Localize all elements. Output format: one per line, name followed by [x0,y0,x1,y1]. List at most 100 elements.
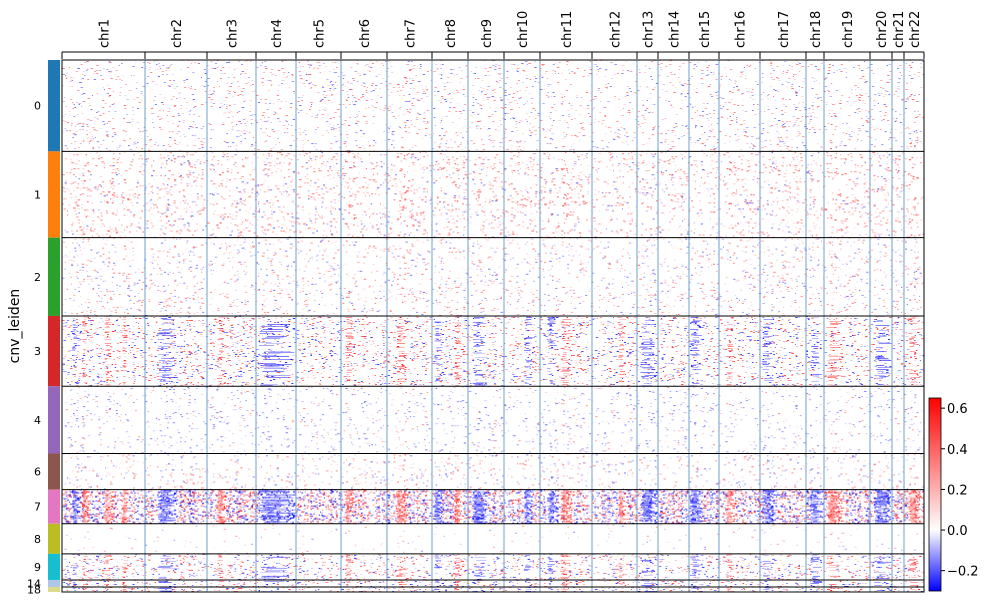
heatmap-cell [754,164,757,166]
heatmap-cell [642,105,645,106]
heatmap-cell [782,127,784,129]
heatmap-cell [888,124,891,125]
heatmap-cell [79,153,82,155]
heatmap-cell [813,196,815,198]
heatmap-cell [393,179,395,181]
heatmap-cell [796,176,798,178]
heatmap-cell [796,120,798,121]
heatmap-cell [419,64,422,65]
heatmap-cell [268,168,270,170]
heatmap-cell [679,176,681,178]
heatmap-cell [403,158,406,160]
heatmap-cell [868,183,871,185]
heatmap-cell [277,168,280,170]
heatmap-cell [274,161,276,163]
heatmap-cell [116,196,119,198]
heatmap-cell [451,122,454,123]
heatmap-cell [264,99,268,100]
heatmap-cell [582,201,585,203]
heatmap-cell [723,154,726,156]
heatmap-cell [731,171,734,173]
heatmap-cell [307,182,309,184]
heatmap-cell [337,109,340,110]
heatmap-cell [363,86,366,87]
heatmap-cell [644,122,646,123]
heatmap-cell [449,177,453,179]
heatmap-cell [601,192,604,194]
heatmap-cell [601,140,604,142]
heatmap-cell [437,160,439,162]
cluster-bar-14 [48,579,60,587]
heatmap-cell [584,155,588,157]
heatmap-cell [879,155,881,157]
heatmap-cell [282,162,286,164]
heatmap-cell [132,66,135,67]
heatmap-cell [570,146,572,148]
heatmap-cell [623,104,626,105]
heatmap-cell [477,78,480,79]
heatmap-cell [124,131,128,133]
heatmap-cell [439,201,441,203]
heatmap-cell [529,161,532,163]
heatmap-cell [253,169,256,171]
heatmap-cell [728,79,731,80]
heatmap-cell [544,203,547,205]
heatmap-cell [183,162,186,164]
heatmap-cell [652,167,655,169]
heatmap-cell [275,185,278,187]
heatmap-cell [315,163,317,165]
heatmap-cell [407,187,410,189]
heatmap-cell [404,155,406,157]
heatmap-cell [457,178,460,180]
heatmap-cell [670,105,673,106]
heatmap-cell [549,130,551,132]
heatmap-cell [374,181,377,183]
heatmap-cell [884,106,888,107]
heatmap-cell [109,180,111,182]
heatmap-cell [256,191,258,193]
heatmap-cell [200,77,202,78]
heatmap-cell [257,184,260,186]
heatmap-cell [286,128,289,130]
heatmap-cell [302,95,304,96]
heatmap-cell [313,197,315,199]
heatmap-cell [197,196,199,198]
heatmap-cell [576,95,578,96]
heatmap-cell [458,195,460,197]
heatmap-cell [707,74,710,75]
heatmap-cell [362,82,365,83]
heatmap-cell [162,183,165,185]
heatmap-cell [240,135,242,137]
heatmap-cell [111,178,114,180]
heatmap-cell [874,105,876,106]
heatmap-cell [685,184,688,186]
heatmap-cell [94,137,96,139]
heatmap-cell [333,117,335,118]
heatmap-cell [707,173,709,175]
heatmap-cell [840,143,842,145]
heatmap-cell [473,102,475,103]
heatmap-cell [274,165,276,167]
heatmap-cell [657,64,660,65]
heatmap-cell [132,159,134,161]
heatmap-cell [360,161,363,163]
heatmap-cell [188,87,190,88]
heatmap-cell [472,97,475,98]
heatmap-cell [806,149,808,151]
heatmap-cell [529,135,532,137]
heatmap-cell [305,72,307,73]
heatmap-cell [303,182,307,184]
heatmap-cell [461,164,465,166]
heatmap-cell [861,131,863,133]
heatmap-cell [292,200,294,202]
heatmap-cell [676,201,679,203]
heatmap-cell [532,153,535,155]
heatmap-cell [797,194,800,196]
heatmap-cell [673,195,676,197]
heatmap-cell [438,168,440,170]
heatmap-cell [314,156,318,158]
heatmap-cell [281,166,283,168]
heatmap-cell [737,129,739,131]
heatmap-cell [532,108,535,109]
heatmap-cell [296,140,299,142]
